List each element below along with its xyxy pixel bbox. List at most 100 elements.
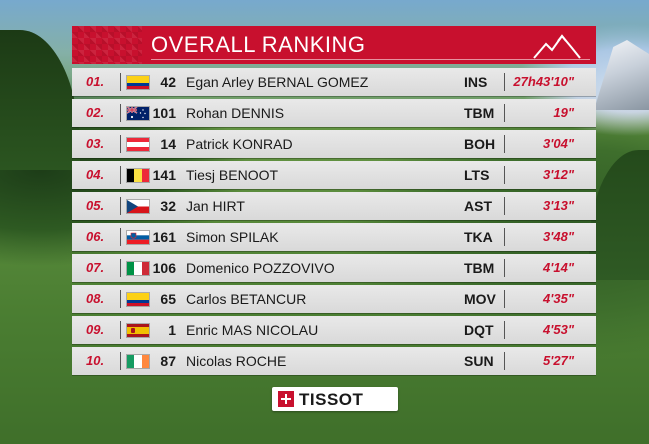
rank-position: 06. xyxy=(86,229,105,244)
header-underline xyxy=(151,59,590,60)
ranking-row: 03. 14 Patrick KONRAD BOH 3'04" xyxy=(72,130,596,158)
header-pattern xyxy=(72,26,142,64)
time-gap: 19" xyxy=(553,105,574,120)
rider-name: Carlos BETANCUR xyxy=(186,291,307,307)
divider xyxy=(120,352,121,370)
time-gap: 4'35" xyxy=(543,291,574,306)
rank-position: 03. xyxy=(86,136,105,151)
time-gap: 3'04" xyxy=(543,136,574,151)
rider-bib-number: 101 xyxy=(152,105,176,121)
divider xyxy=(120,321,121,339)
rider-bib-number: 42 xyxy=(160,74,176,90)
ranking-panel: OVERALL RANKING 01. 42 Egan Arley BERNAL G… xyxy=(72,26,596,378)
team-code: LTS xyxy=(464,167,490,183)
divider xyxy=(504,104,505,122)
spain-flag-icon xyxy=(127,324,149,337)
ranking-header: OVERALL RANKING xyxy=(72,26,596,64)
rank-position: 07. xyxy=(86,260,105,275)
swiss-cross-icon xyxy=(278,391,294,407)
sponsor-label: TISSOT xyxy=(299,390,364,409)
ranking-row: 09. 1 Enric MAS NICOLAU DQT 4'53" xyxy=(72,316,596,344)
rider-name: Simon SPILAK xyxy=(186,229,279,245)
sponsor-logo: TISSOT xyxy=(272,387,398,411)
rank-position: 05. xyxy=(86,198,105,213)
rider-name: Egan Arley BERNAL GOMEZ xyxy=(186,74,369,90)
divider xyxy=(504,259,505,277)
rider-bib-number: 106 xyxy=(152,260,176,276)
ranking-title: OVERALL RANKING xyxy=(151,32,366,57)
time-gap: 4'53" xyxy=(543,322,574,337)
team-code: TKA xyxy=(464,229,493,245)
czech-republic-flag-icon xyxy=(127,200,149,213)
ranking-row: 10. 87 Nicolas ROCHE SUN 5'27" xyxy=(72,347,596,375)
team-code: SUN xyxy=(464,353,494,369)
rider-name: Jan HIRT xyxy=(186,198,245,214)
time-gap: 3'48" xyxy=(543,229,574,244)
rider-name: Enric MAS NICOLAU xyxy=(186,322,319,338)
team-code: MOV xyxy=(464,291,496,307)
divider xyxy=(504,321,505,339)
time-gap: 3'12" xyxy=(543,167,574,182)
rider-bib-number: 1 xyxy=(168,322,176,338)
rider-name: Patrick KONRAD xyxy=(186,136,293,152)
rank-position: 08. xyxy=(86,291,105,306)
divider xyxy=(120,228,121,246)
ranking-list: 01. 42 Egan Arley BERNAL GOMEZ INS 27h43'10"… xyxy=(72,68,596,375)
ranking-row: 07. 106 Domenico POZZOVIVO TBM 4'14" xyxy=(72,254,596,282)
divider xyxy=(120,104,121,122)
rider-name: Rohan DENNIS xyxy=(186,105,285,121)
slovenia-flag-icon xyxy=(127,231,149,244)
rider-bib-number: 65 xyxy=(160,291,176,307)
team-code: TBM xyxy=(464,105,495,121)
team-code: BOH xyxy=(464,136,496,152)
time-gap: 3'13" xyxy=(543,198,574,213)
team-code: AST xyxy=(464,198,492,214)
rider-name: Nicolas ROCHE xyxy=(186,353,287,369)
divider xyxy=(504,228,505,246)
team-code: TBM xyxy=(464,260,495,276)
ranking-row: 08. 65 Carlos BETANCUR MOV 4'35" xyxy=(72,285,596,313)
rank-position: 02. xyxy=(86,105,105,120)
time-gap: 27h43'10" xyxy=(513,74,574,89)
rider-bib-number: 161 xyxy=(152,229,176,245)
divider xyxy=(120,290,121,308)
divider xyxy=(120,259,121,277)
italy-flag-icon xyxy=(127,262,149,275)
rider-name: Tiesj BENOOT xyxy=(186,167,279,183)
divider xyxy=(120,197,121,215)
ireland-flag-icon xyxy=(127,355,149,368)
colombia-flag-icon xyxy=(127,76,149,89)
rider-bib-number: 141 xyxy=(152,167,176,183)
ranking-row: 04. 141 Tiesj BENOOT LTS 3'12" xyxy=(72,161,596,189)
team-code: DQT xyxy=(464,322,494,338)
rider-bib-number: 32 xyxy=(160,198,176,214)
divider xyxy=(120,135,121,153)
belgium-flag-icon xyxy=(127,169,149,182)
ranking-row: 05. 32 Jan HIRT AST 3'13" xyxy=(72,192,596,220)
team-code: INS xyxy=(464,74,488,90)
rider-name: Domenico POZZOVIVO xyxy=(186,260,335,276)
divider xyxy=(504,73,505,91)
rider-bib-number: 87 xyxy=(160,353,176,369)
divider xyxy=(504,290,505,308)
divider xyxy=(504,166,505,184)
ranking-row: 01. 42 Egan Arley BERNAL GOMEZ INS 27h43'10" xyxy=(72,68,596,96)
rank-position: 09. xyxy=(86,322,105,337)
time-gap: 5'27" xyxy=(543,353,574,368)
divider xyxy=(120,166,121,184)
divider xyxy=(504,135,505,153)
colombia-flag-icon xyxy=(127,293,149,306)
divider xyxy=(120,73,121,91)
australia-flag-icon xyxy=(127,107,149,120)
rank-position: 04. xyxy=(86,167,105,182)
time-gap: 4'14" xyxy=(543,260,574,275)
rank-position: 10. xyxy=(86,353,105,368)
rank-position: 01. xyxy=(86,74,105,89)
mountain-icon xyxy=(533,34,581,59)
rider-bib-number: 14 xyxy=(160,136,176,152)
austria-flag-icon xyxy=(127,138,149,151)
ranking-row: 06. 161 Simon SPILAK TKA 3'48" xyxy=(72,223,596,251)
divider xyxy=(504,352,505,370)
divider xyxy=(504,197,505,215)
ranking-row: 02. 101 Rohan DENNIS TBM 19" xyxy=(72,99,596,127)
